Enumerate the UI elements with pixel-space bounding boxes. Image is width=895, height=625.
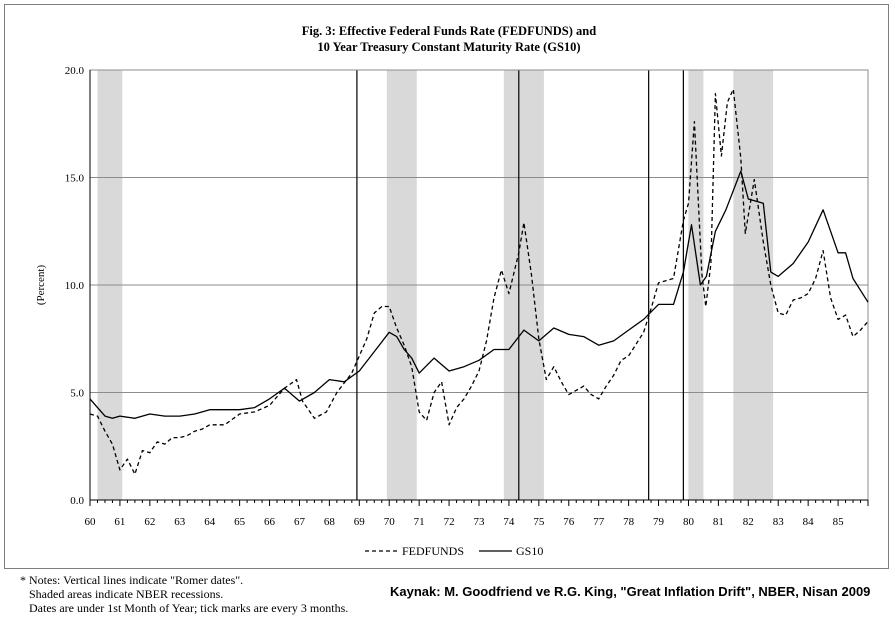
series-line-fedfunds: [89, 88, 869, 475]
x-tick-label: 85: [833, 516, 845, 528]
y-tick-label: 5.0: [70, 388, 84, 400]
chart-notes: * Notes: Vertical lines indicate "Romer …: [20, 573, 390, 615]
x-tick-label: 64: [204, 516, 216, 528]
legend: FEDFUNDS GS10: [365, 544, 543, 558]
axes: 0.0 5.0 10.0 15.0 20.0 60 61 62 63 64 65 66 67 68 69 70…: [65, 65, 869, 528]
chart-title-line1: Fig. 3: Effective Federal Funds Rate (FE…: [302, 24, 596, 38]
x-tick-label: 73: [474, 516, 486, 528]
x-tick-label: 74: [503, 516, 515, 528]
x-tick-label: 65: [234, 516, 246, 528]
legend-fedfunds-label: FEDFUNDS: [402, 544, 464, 558]
x-tick-label: 81: [713, 516, 724, 528]
x-tick-label: 63: [174, 516, 186, 528]
note-line-3: Dates are under 1st Month of Year; tick …: [20, 601, 349, 615]
x-tick-label: 77: [593, 516, 605, 528]
x-tick-label: 82: [743, 516, 754, 528]
x-tick-label: 72: [444, 516, 455, 528]
note-line-1: * Notes: Vertical lines indicate "Romer …: [20, 573, 244, 587]
y-tick-label: 0.0: [70, 495, 84, 507]
x-tick-label: 83: [773, 516, 785, 528]
x-tick-label: 75: [533, 516, 545, 528]
x-tick-label: 68: [324, 516, 336, 528]
x-tick-label: 60: [85, 516, 97, 528]
x-tick-label: 78: [623, 516, 635, 528]
legend-gs10-label: GS10: [516, 544, 543, 558]
series-line-gs10: [89, 170, 869, 419]
x-tick-label: 61: [114, 516, 125, 528]
y-tick-label: 15.0: [65, 173, 85, 185]
note-line-2: Shaded areas indicate NBER recessions.: [20, 587, 224, 601]
y-axis-label: (Percent): [35, 265, 47, 306]
chart-title-line2: 10 Year Treasury Constant Maturity Rate …: [317, 40, 580, 54]
x-tick-label: 62: [144, 516, 155, 528]
x-tick-label: 71: [414, 516, 425, 528]
series-lines: [89, 88, 869, 475]
romer-date-lines: [356, 70, 684, 500]
x-tick-label: 67: [294, 516, 306, 528]
x-tick-label: 66: [264, 516, 276, 528]
x-tick-label: 84: [803, 516, 815, 528]
x-tick-label: 79: [653, 516, 665, 528]
x-tick-label: 80: [683, 516, 695, 528]
y-tick-label: 10.0: [65, 280, 85, 292]
source-citation: Kaynak: M. Goodfriend ve R.G. King, "Gre…: [390, 584, 871, 599]
x-tick-label: 69: [354, 516, 366, 528]
x-tick-label: 70: [384, 516, 396, 528]
x-tick-label: 76: [563, 516, 575, 528]
y-tick-label: 20.0: [65, 65, 85, 77]
